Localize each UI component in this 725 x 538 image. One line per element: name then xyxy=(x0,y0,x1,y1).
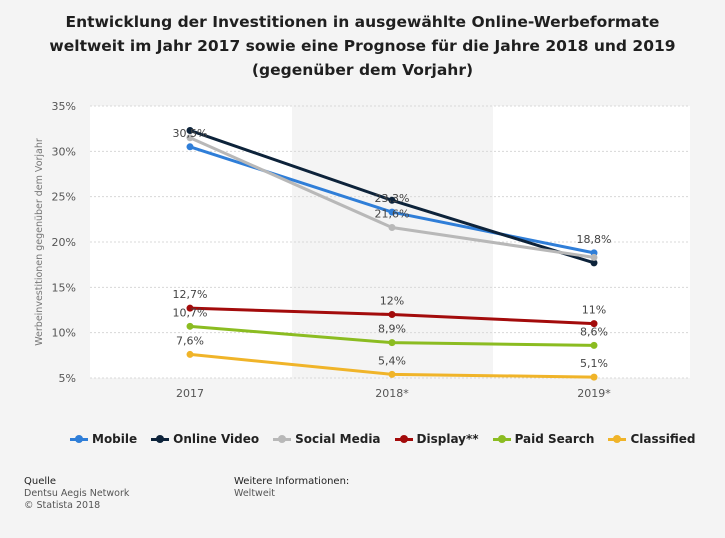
data-point[interactable] xyxy=(388,223,396,231)
y-axis-ticks: 5% 10% 15% 20% 25% 30% 35% xyxy=(52,100,76,385)
data-point[interactable] xyxy=(186,322,194,330)
legend-label: Social Media xyxy=(295,432,381,446)
data-label: 23,3% xyxy=(375,192,410,205)
data-point[interactable] xyxy=(186,143,194,151)
data-point[interactable] xyxy=(186,304,194,312)
legend-label: Display** xyxy=(416,432,479,446)
legend-swatch xyxy=(70,434,88,444)
data-label: 18,8% xyxy=(577,233,612,246)
data-label: 5,1% xyxy=(580,357,608,370)
data-label: 11% xyxy=(582,304,606,317)
data-point[interactable] xyxy=(590,259,598,267)
data-label: 8,9% xyxy=(378,323,406,336)
data-point[interactable] xyxy=(186,350,194,358)
legend-swatch xyxy=(151,434,170,444)
data-point[interactable] xyxy=(186,126,194,134)
data-point[interactable] xyxy=(388,339,396,347)
footer-source: Quelle Dentsu Aegis Network © Statista 2… xyxy=(24,476,129,512)
data-point[interactable] xyxy=(590,253,598,261)
source-heading: Quelle xyxy=(24,476,57,487)
y-tick-label: 15% xyxy=(52,281,76,294)
legend-item[interactable]: Display** xyxy=(394,432,479,446)
legend-item[interactable]: Classified xyxy=(608,432,696,446)
legend-label: Online Video xyxy=(173,432,260,446)
data-point[interactable] xyxy=(186,134,194,142)
legend-swatch xyxy=(492,434,511,444)
x-axis-ticks: 2017 2018* 2019* xyxy=(176,387,611,400)
legend-item[interactable]: Mobile xyxy=(70,432,137,446)
info-heading: Weitere Informationen: xyxy=(234,476,350,487)
data-label: 5,4% xyxy=(378,354,406,367)
legend: Mobile Online Video Social Media Display** P… xyxy=(70,432,696,446)
series-lines xyxy=(186,126,598,381)
data-label: 12% xyxy=(380,295,404,308)
legend-item[interactable]: Social Media xyxy=(273,432,381,446)
legend-swatch xyxy=(273,434,292,444)
chart-title: Entwicklung der Investitionen in ausgewä… xyxy=(49,13,676,79)
data-label: 10,7% xyxy=(173,306,208,319)
y-tick-label: 10% xyxy=(52,327,76,340)
legend-label: Mobile xyxy=(92,432,138,446)
x-tick-label: 2019* xyxy=(577,387,611,400)
x-tick-label: 2017 xyxy=(176,387,204,400)
data-point[interactable] xyxy=(388,311,396,319)
data-label: 7,6% xyxy=(176,334,204,347)
data-point[interactable] xyxy=(590,320,598,328)
data-label: 30,5% xyxy=(173,127,208,140)
data-label: 21,6% xyxy=(375,207,410,220)
legend-item[interactable]: Online Video xyxy=(151,432,259,446)
legend-swatch xyxy=(394,434,413,444)
legend-swatch xyxy=(608,434,627,444)
data-point[interactable] xyxy=(590,341,598,349)
legend-item[interactable]: Paid Search xyxy=(492,432,595,446)
data-labels: 30,5% 23,3% 18,8% 21,6% 12,7% 12% 11% 10,7% 8,9%… xyxy=(173,127,612,370)
y-axis-label: Werbeinvestitionen gegenüber dem Vorjahr xyxy=(34,138,45,346)
data-label: 8,6% xyxy=(580,325,608,338)
data-label: 12,7% xyxy=(173,288,208,301)
x-tick-label: 2018* xyxy=(375,387,409,400)
y-tick-label: 35% xyxy=(52,100,76,113)
y-tick-label: 30% xyxy=(52,145,76,158)
footer-info: Weitere Informationen: Weltweit xyxy=(234,476,349,500)
data-point[interactable] xyxy=(388,370,396,378)
legend-label: Classified xyxy=(630,432,696,446)
source-line-2: © Statista 2018 xyxy=(24,500,101,511)
data-point[interactable] xyxy=(388,196,396,204)
source-line-1[interactable]: Dentsu Aegis Network xyxy=(24,488,130,499)
y-tick-label: 5% xyxy=(59,372,76,385)
legend-label: Paid Search xyxy=(514,432,595,446)
data-point[interactable] xyxy=(590,373,598,381)
grid-lines xyxy=(90,105,690,379)
y-tick-label: 25% xyxy=(52,191,76,204)
data-point[interactable] xyxy=(388,208,396,216)
y-tick-label: 20% xyxy=(52,236,76,249)
info-line-1: Weltweit xyxy=(234,488,276,499)
